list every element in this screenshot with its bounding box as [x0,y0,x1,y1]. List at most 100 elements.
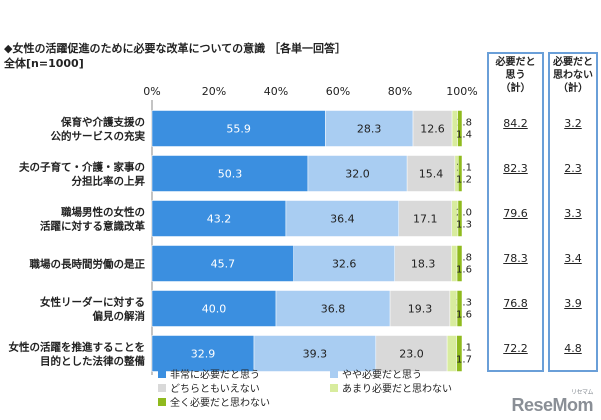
category-label: 保育や介護支援の [60,116,145,129]
summary-necessary-value: 72.2 [503,342,528,355]
legend-swatch [158,370,166,378]
data-label: 43.2 [207,213,232,226]
x-tick-label: 0% [143,85,160,98]
data-label: 32.0 [345,168,370,181]
bar-segment [151,335,255,372]
bar-segment [446,335,457,372]
data-label: 12.6 [420,123,445,136]
category-label: 分担比率の上昇 [72,175,146,188]
bar-segment [151,245,294,282]
category-label: 夫の子育て・介護・家事の [19,161,145,174]
data-label: 23.0 [399,348,424,361]
legend-label: あまり必要だと思わない [342,382,452,395]
legend-label: どちらともいえない [170,383,260,395]
data-label: 1.1 [456,163,472,174]
data-label: 17.1 [413,213,438,226]
data-label: 45.7 [211,258,236,271]
bar-segment [456,290,463,327]
x-tick-label: 40% [264,85,288,98]
data-label: 36.4 [330,213,355,226]
category-label: 職場男性の女性の [61,206,145,219]
logo-text: ReseMom [511,395,593,415]
bar-segment [293,245,395,282]
data-label: 55.9 [226,123,251,136]
data-label: 32.6 [332,258,357,271]
summary-unnecessary-header-line2: 思わない [553,70,593,81]
x-tick-label: 20% [202,85,226,98]
bar-segment [325,110,414,147]
bar-segment [449,290,458,327]
legend-swatch [158,398,166,406]
data-label: 36.8 [321,303,346,316]
bar-segment [151,155,309,192]
category-label: 職場の長時間労働の是正 [30,258,146,271]
summary-necessary-value: 79.6 [503,207,528,220]
summary-necessary-header-line3: （計） [500,83,531,94]
data-label: 1.8 [456,253,472,264]
legend-label: 非常に必要だと思う [170,368,260,381]
category-label: 公的サービスの充実 [51,130,146,143]
data-label: 19.3 [408,303,433,316]
legend-swatch [158,384,166,392]
bar-segment [406,155,456,192]
legend-label: やや必要だと思う [342,368,422,381]
summary-necessary-header-line1: 必要だと [495,57,536,68]
data-label: 32.9 [191,348,216,361]
bar-segment [151,110,326,147]
category-label: 偏見の解消 [93,310,146,323]
data-label: 39.3 [303,348,328,361]
summary-unnecessary-value: 3.2 [564,117,582,130]
bar-segment [394,245,452,282]
bar-segment [151,290,277,327]
bar-segment [398,200,453,237]
legend-label: 全く必要だと思わない [170,396,270,409]
summary-necessary-value: 78.3 [503,252,528,265]
summary-unnecessary-value: 3.4 [564,252,582,265]
bar-segment [389,290,451,327]
summary-unnecessary-header-line1: 必要だと [553,57,593,68]
summary-unnecessary-value: 4.8 [564,342,582,355]
summary-unnecessary-header-line3: （計） [558,83,588,94]
category-label: 目的とした法律の整備 [40,355,145,368]
data-label: 1.2 [456,175,472,186]
summary-necessary-header: 必要だと 思う （計） [489,56,542,95]
data-label: 3.1 [456,343,472,354]
summary-unnecessary-header: 必要だと 思わない （計） [550,56,596,95]
summary-unnecessary-value: 2.3 [564,162,582,175]
summary-unnecessary-value: 3.9 [564,297,582,310]
bar-segment [457,110,463,147]
chart-subtitle: 全体[n=1000] [4,57,84,70]
bar-segment [151,200,287,237]
bar-segment [457,200,463,237]
summary-necessary-value: 76.8 [503,297,528,310]
chart-title: ◆女性の活躍促進のために必要な改革についての意識 ［各単一回答］ [4,42,346,55]
bar-segment [454,155,459,192]
x-tick-label: 100% [446,85,477,98]
logo-kana: リセマム [570,390,594,396]
bar-segment [375,335,448,372]
bar-segment [285,200,400,237]
summary-necessary-header-line2: 思う [505,70,526,81]
category-label: 女性リーダーに対する [40,296,145,309]
bar-segment [456,335,463,372]
bar-segment [275,290,391,327]
x-tick-label: 60% [326,85,350,98]
bar-segment [253,335,377,372]
summary-necessary-value: 84.2 [503,117,528,130]
data-label: 1.4 [456,130,472,141]
bar-segment [458,155,463,192]
bar-segment [451,245,458,282]
summary-unnecessary-value: 3.3 [564,207,582,220]
summary-necessary-value: 82.3 [503,162,528,175]
data-label: 2.0 [456,208,472,219]
summary-necessary-box [487,52,544,372]
resemom-logo: リセマム ReseMom [511,390,593,416]
summary-unnecessary-box [548,52,598,372]
x-tick-label: 80% [388,85,412,98]
data-label: 1.3 [456,220,472,231]
data-label: 28.3 [357,123,382,136]
bar-segment [451,110,458,147]
category-label: 女性の活躍を推進することを [9,341,146,354]
data-label: 50.3 [218,168,243,181]
